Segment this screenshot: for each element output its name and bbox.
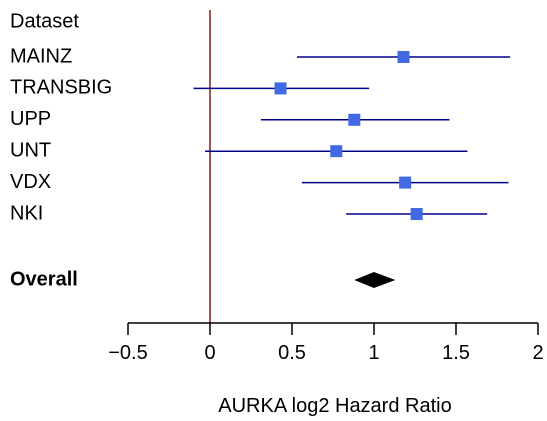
overall-label: Overall xyxy=(10,268,78,290)
x-tick-label: 1 xyxy=(368,342,379,364)
dataset-label-vdx: VDX xyxy=(10,171,51,193)
point-estimate-nki xyxy=(410,208,423,220)
column-header: Dataset xyxy=(10,10,79,32)
overall-diamond xyxy=(354,272,396,288)
point-estimate-unt xyxy=(330,145,343,158)
dataset-label-mainz: MAINZ xyxy=(10,45,72,67)
x-tick-label: 1.5 xyxy=(442,342,470,364)
point-estimate-vdx xyxy=(399,176,412,189)
dataset-label-unt: UNT xyxy=(10,139,51,161)
point-estimate-transbig xyxy=(274,82,287,95)
x-tick-label: −0.5 xyxy=(108,342,147,364)
forest-marks xyxy=(193,51,511,288)
dataset-label-nki: NKI xyxy=(10,202,43,224)
point-estimate-upp xyxy=(348,113,361,126)
dataset-label-transbig: TRANSBIG xyxy=(10,77,112,99)
x-tick-label: 0.5 xyxy=(278,342,306,364)
point-estimate-mainz xyxy=(397,51,410,63)
x-axis: −0.5 0 0.5 1 1.5 2 xyxy=(108,322,544,364)
dataset-label-upp: UPP xyxy=(10,108,51,130)
dataset-labels: Dataset MAINZ TRANSBIG UPP UNT VDX NKI Overall xyxy=(10,10,112,290)
x-tick-label: 2 xyxy=(532,342,543,364)
x-axis-title: AURKA log2 Hazard Ratio xyxy=(218,395,451,417)
x-tick-label: 0 xyxy=(204,342,215,364)
